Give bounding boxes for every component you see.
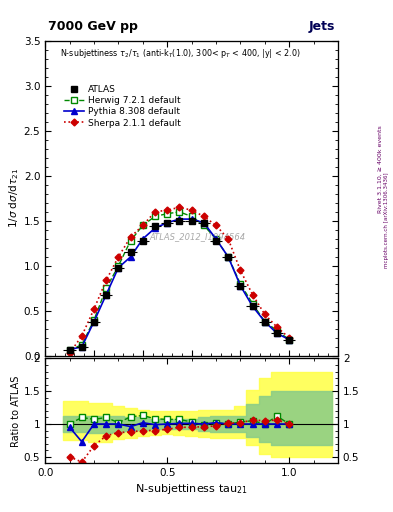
- Text: 7000 GeV pp: 7000 GeV pp: [48, 20, 138, 33]
- Text: N-subjettiness $\tau_2/\tau_1$ (anti-k$_T$(1.0), 300< p$_T$ < 400, |y| < 2.0): N-subjettiness $\tau_2/\tau_1$ (anti-k$_…: [60, 47, 300, 60]
- Legend: ATLAS, Herwig 7.2.1 default, Pythia 8.308 default, Sherpa 2.1.1 default: ATLAS, Herwig 7.2.1 default, Pythia 8.30…: [64, 85, 181, 127]
- Text: ATLAS_2012_I1094564: ATLAS_2012_I1094564: [149, 232, 246, 241]
- X-axis label: N-subjettiness tau$_{21}$: N-subjettiness tau$_{21}$: [135, 482, 248, 497]
- Text: mcplots.cern.ch [arXiv:1306.3436]: mcplots.cern.ch [arXiv:1306.3436]: [384, 173, 389, 268]
- Text: Rivet 3.1.10, ≥ 400k events: Rivet 3.1.10, ≥ 400k events: [378, 125, 383, 213]
- Y-axis label: 1/$\sigma$ d$\sigma$/d$\tau_{21}$: 1/$\sigma$ d$\sigma$/d$\tau_{21}$: [7, 168, 21, 228]
- Text: Jets: Jets: [309, 20, 335, 33]
- Y-axis label: Ratio to ATLAS: Ratio to ATLAS: [11, 375, 21, 446]
